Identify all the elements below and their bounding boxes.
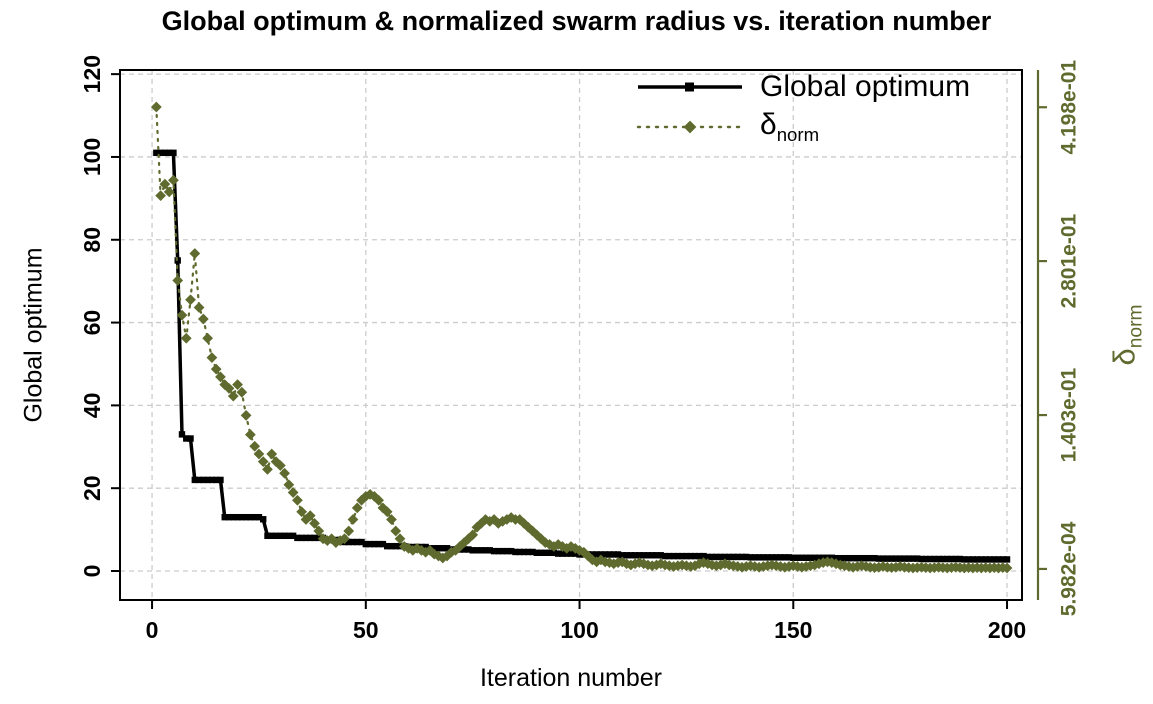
delta-symbol: δ [1106, 348, 1142, 366]
series-delta-norm [150, 101, 1013, 574]
delta-subscript: norm [776, 124, 820, 145]
legend-marker-solid-square [638, 82, 742, 92]
legend-entry-delta-norm: δnorm [636, 108, 970, 146]
y-right-tick-label: 4.198e-01 [1058, 60, 1081, 155]
delta-symbol: δ [760, 108, 777, 141]
y-left-tick-label: 80 [79, 227, 105, 253]
x-axis-label: Iteration number [479, 664, 663, 692]
y-axis-left-label: Global optimum [19, 247, 48, 423]
y-left-tick-label: 100 [79, 138, 105, 176]
y-axis-left: 0 20 40 60 80 100 120 [79, 55, 120, 577]
legend: Global optimum δnorm [636, 70, 970, 146]
y-left-tick-label: 20 [79, 475, 105, 501]
y-left-tick-label: 60 [79, 310, 105, 336]
gridlines [120, 70, 1022, 600]
delta-subscript: norm [1125, 304, 1147, 349]
x-tick-label: 50 [353, 617, 379, 643]
x-tick-label: 0 [146, 617, 159, 643]
y-left-tick-label: 120 [79, 55, 105, 93]
y-axis-right: 5.982e-04 1.403e-01 2.801e-01 4.198e-01 [1036, 60, 1081, 616]
x-tick-label: 100 [560, 617, 598, 643]
y-right-tick-label: 2.801e-01 [1058, 213, 1081, 308]
y-axis-right-label: δnorm [1106, 304, 1147, 365]
legend-marker-dotted-diamond [636, 120, 744, 134]
y-left-tick-label: 0 [79, 565, 105, 578]
y-right-tick-label: 1.403e-01 [1058, 367, 1081, 462]
chart-title: Global optimum & normalized swarm radius… [161, 6, 992, 36]
x-tick-label: 200 [988, 617, 1026, 643]
x-axis: 0 50 100 150 200 [146, 600, 1026, 643]
legend-label-global-optimum: Global optimum [760, 70, 971, 103]
plot-box [119, 69, 1023, 601]
x-tick-label: 150 [774, 617, 812, 643]
y-left-tick-label: 40 [79, 393, 105, 419]
series-global-optimum [153, 149, 1011, 563]
legend-label-delta-norm: δnorm [760, 108, 819, 146]
legend-entry-global-optimum: Global optimum [636, 70, 970, 104]
y-right-tick-label: 5.982e-04 [1058, 521, 1081, 616]
